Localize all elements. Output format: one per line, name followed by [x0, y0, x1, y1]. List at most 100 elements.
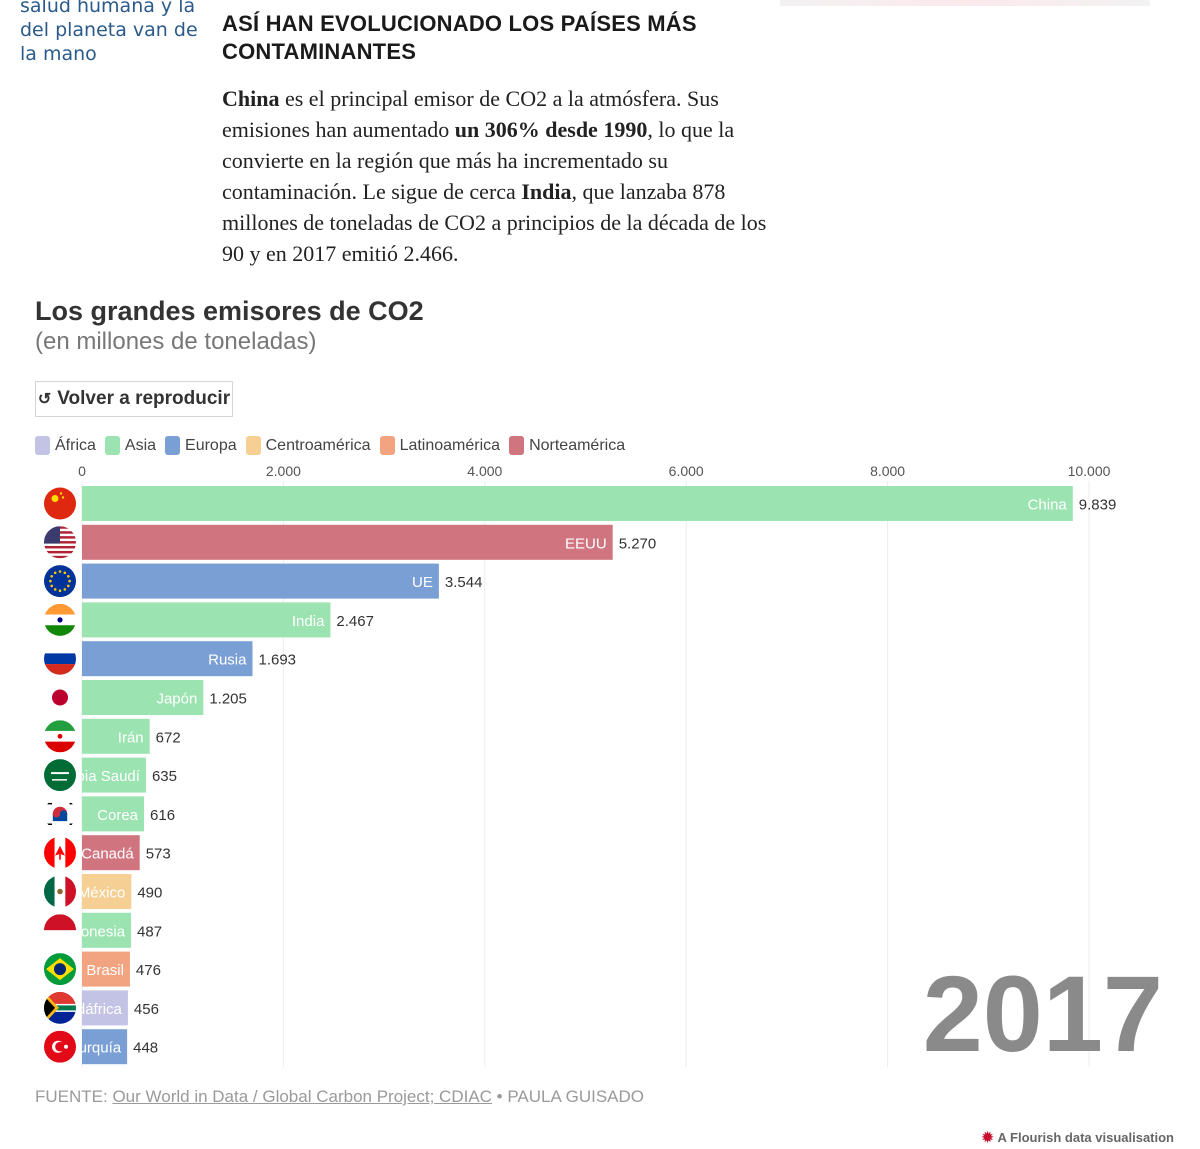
legend-item[interactable]: Latinoamérica [379, 436, 501, 455]
bar-ir [82, 718, 150, 754]
legend-swatch [245, 436, 261, 455]
bar-label: dáfrica [77, 1001, 123, 1018]
bar-value-label: 1.205 [209, 691, 247, 708]
bar-kr [82, 796, 145, 832]
legend-item[interactable]: Norteamérica [509, 436, 625, 455]
sidebar-text[interactable]: salud humana y la del planeta van de la … [20, 0, 198, 65]
bar-value-label: 5.270 [619, 535, 657, 552]
intro-text-1: es el principal emisor de CO2 a la atmós… [222, 86, 719, 142]
bar-label: bia Saudí [77, 768, 141, 785]
legend-swatch [35, 436, 50, 455]
intro-india: India [521, 179, 572, 204]
bar-ru [82, 641, 253, 677]
legend-item[interactable]: Asia [104, 436, 157, 455]
bar-value-label: 2.467 [336, 613, 374, 630]
source-suffix: • PAULA GUISADO [491, 1087, 645, 1106]
source-link[interactable]: Our World in Data / Global Carbon Projec… [112, 1087, 492, 1106]
sa-flag-icon [44, 759, 76, 792]
replay-button[interactable]: ↺ Volver a reproducir [35, 381, 233, 417]
ir-flag-icon [44, 720, 76, 753]
bar-value-label: 490 [137, 885, 162, 902]
source-line: FUENTE: Our World in Data / Global Carbo… [35, 1087, 644, 1107]
bar-value-label: 9.839 [1079, 497, 1117, 514]
source-prefix: FUENTE: [35, 1087, 113, 1106]
x-tick-label: 10.000 [1068, 463, 1111, 479]
legend-label: Asia [124, 436, 157, 454]
bar-value-label: 573 [146, 846, 171, 863]
bar-value-label: 456 [134, 1001, 159, 1018]
intro-paragraph: China es el principal emisor de CO2 a la… [222, 83, 767, 269]
x-tick-label: 8.000 [870, 463, 905, 479]
legend-label: Europa [185, 436, 237, 454]
bar-value-label: 3.544 [445, 574, 483, 591]
ca-flag-icon [44, 836, 76, 869]
jp-flag-icon [44, 681, 76, 714]
x-tick-label: 0 [78, 463, 86, 479]
kr-flag-icon [44, 797, 76, 830]
bar-value-label: 487 [137, 923, 162, 940]
bar-za [82, 990, 128, 1026]
mx-flag-icon [44, 875, 76, 908]
bar-value-label: 448 [133, 1040, 158, 1057]
x-tick-label: 4.000 [467, 463, 502, 479]
bar-label: onesia [81, 923, 126, 940]
x-tick-label: 2.000 [266, 463, 301, 479]
legend-item[interactable]: África [35, 436, 96, 455]
bar-br [82, 951, 130, 987]
intro-text-2: , lo que la convierte en la región que m… [222, 117, 735, 204]
bar-label: China [1028, 497, 1068, 514]
bar-label: urquía [79, 1040, 122, 1057]
bar-cn [82, 486, 1073, 521]
bar-value-label: 672 [156, 729, 181, 746]
chart-legend: África Asia Europa Centroamérica Latinoaméri… [35, 436, 625, 455]
id-flag-icon [44, 914, 76, 947]
legend-swatch [509, 436, 525, 455]
bar-label: Corea [97, 807, 139, 824]
intro-growth: un 306% desde 1990 [454, 117, 648, 142]
bar-sa [82, 757, 146, 793]
bar-label: Rusia [208, 652, 247, 669]
legend-label: Latinoamérica [399, 436, 501, 454]
ru-flag-icon [44, 642, 76, 675]
bar-ca [82, 835, 140, 871]
bar-us [82, 524, 613, 560]
br-flag-icon [44, 953, 76, 986]
us-flag-icon [44, 526, 76, 559]
bar-label: México [78, 885, 126, 902]
top-image-edge [780, 0, 1150, 6]
legend-swatch [104, 436, 120, 455]
bar-label: EEUU [565, 535, 607, 552]
intro-text-3: , que lanzaba 878 millones de toneladas … [222, 179, 767, 266]
tr-flag-icon [44, 1030, 76, 1063]
in-flag-icon [44, 603, 76, 636]
x-tick-label: 6.000 [669, 463, 704, 479]
section-title: ASÍ HAN EVOLUCIONADO LOS PAÍSES MÁS CONT… [222, 11, 697, 64]
bar-label: UE [412, 574, 433, 591]
eu-flag-icon [44, 565, 76, 598]
legend-item[interactable]: Europa [165, 436, 237, 455]
bar-value-label: 1.693 [258, 652, 296, 669]
bar-mx [82, 874, 132, 909]
bar-label: Irán [118, 729, 144, 746]
chart-title: Los grandes emisores de CO2 [35, 296, 424, 326]
bar-jp [82, 680, 204, 715]
intro-china: China [222, 86, 280, 111]
bar-label: India [292, 613, 325, 630]
bar-label: Japón [156, 691, 197, 708]
bar-eu [82, 563, 439, 599]
legend-swatch [165, 436, 181, 455]
bar-id [82, 912, 132, 948]
chart-subtitle: (en millones de toneladas) [35, 328, 317, 355]
legend-label: Norteamérica [529, 436, 626, 454]
bar-label: Canadá [81, 846, 134, 863]
replay-icon: ↺ [37, 391, 52, 408]
flourish-credit[interactable]: ✹ A Flourish data visualisation [982, 1129, 1174, 1146]
replay-label: Volver a reproducir [57, 388, 231, 409]
legend-label: Centroamérica [265, 436, 371, 454]
bar-label: Brasil [86, 962, 124, 979]
bar-chart: 0 2.000 4.000 6.000 8.000 10.000 China 9.839 EEU… [44, 463, 1163, 1070]
bar-in [82, 602, 331, 638]
legend-item[interactable]: Centroamérica [245, 436, 371, 455]
bar-value-label: 635 [152, 768, 177, 785]
flourish-label: A Flourish data visualisation [997, 1130, 1175, 1145]
